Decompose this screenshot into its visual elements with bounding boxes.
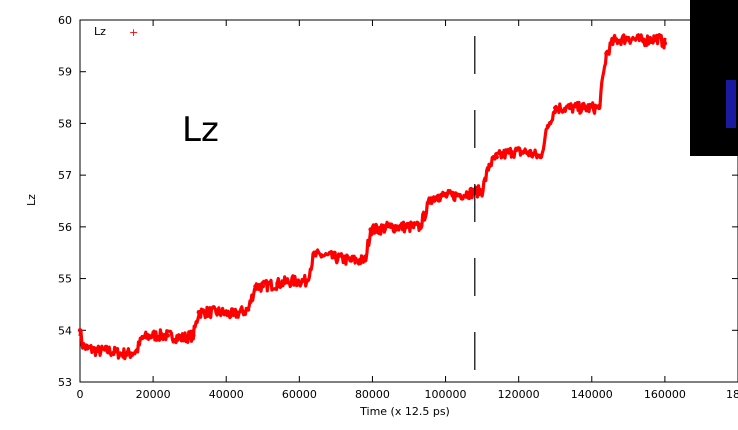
lz-data-point [480,188,484,192]
lz-data-point [191,333,195,337]
lz-data-point [418,225,422,229]
lz-data-point [319,253,323,257]
legend: Lz + [94,25,138,39]
lz-data-point [290,279,294,283]
lz-data-point [81,344,85,348]
lz-data-point [334,256,338,260]
lz-data-point [275,282,279,286]
lz-data-point [96,349,100,353]
lz-data-point [129,351,133,355]
lz-series [78,35,667,359]
lz-data-point [261,284,265,288]
lz-data-point [582,106,586,110]
lz-data-point [85,346,89,350]
y-tick-label: 58 [58,117,72,130]
plot-frame [80,20,738,382]
lz-data-point [253,284,257,288]
legend-marker: + [129,26,138,39]
lz-data-point [202,310,206,314]
y-tick-label: 55 [58,273,72,286]
lz-data-point [495,155,499,159]
overlay-glyph [726,80,736,128]
lz-data-point [348,258,352,262]
x-tick-label: 40000 [209,388,244,401]
lz-data-point [429,196,433,200]
lz-data-point [546,124,550,128]
lz-data-point [436,194,440,198]
overlay-black-panel [690,0,738,156]
lz-data-point [655,36,659,40]
x-tick-label: 120000 [498,388,540,401]
lz-data-point [231,313,235,317]
lz-data-point [641,38,645,42]
lz-data-point [604,51,608,55]
lz-data-point [568,106,572,110]
x-tick-label: 140000 [571,388,613,401]
lz-data-point [197,310,201,314]
x-tick-label: 60000 [282,388,317,401]
lz-data-point [403,225,407,229]
x-tick-label: 100000 [425,388,467,401]
lz-data-point [626,36,630,40]
lz-data-point [374,227,378,231]
y-tick-label: 59 [58,66,72,79]
lz-data-point [107,349,111,353]
x-tick-label: 80000 [355,388,390,401]
lz-data-point [118,351,122,355]
plot-border [80,20,738,382]
lz-data-point [553,106,557,110]
lz-data-point [246,307,250,311]
lz-data-point [465,191,469,195]
lz-series-line [80,35,665,359]
y-tick-label: 56 [58,221,72,234]
lz-data-point [217,310,221,314]
lz-data-point [304,279,308,283]
lz-data-point [166,333,170,337]
lz-data-point [140,336,144,340]
lz-data-point [78,328,82,332]
y-tick-label: 54 [58,324,72,337]
lz-data-point [368,227,372,231]
lz-data-point [312,253,316,257]
lz-data-point [451,194,455,198]
x-tick-label: 1800 [726,388,738,401]
chart-annotation: Lz [182,110,219,150]
lz-data-point [389,225,393,229]
y-axis-label: Lz [25,194,38,206]
lz-data-point [180,336,184,340]
lz-data-point [151,333,155,337]
lz-data-point [538,155,542,159]
lz-data-point [612,38,616,42]
x-tick-label: 0 [77,388,84,401]
lz-data-point [134,349,138,353]
x-tick-label: 160000 [644,388,686,401]
x-tick-label: 20000 [136,388,171,401]
lz-data-point [363,258,367,262]
y-tick-label: 53 [58,376,72,389]
legend-label: Lz [94,25,106,38]
lz-data-point [524,150,528,154]
lz-data-point [487,163,491,167]
x-axis-label: Time (x 12.5 ps) [359,405,450,418]
lz-data-point [597,106,601,110]
y-tick-label: 60 [58,14,72,27]
lz-data-point [663,41,667,45]
y-tick-label: 57 [58,169,72,182]
lz-data-point [509,150,513,154]
